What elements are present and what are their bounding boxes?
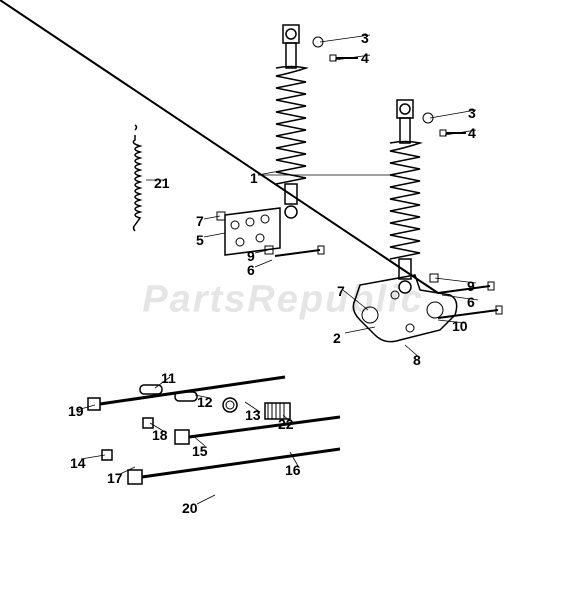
callout-11: 11 — [161, 370, 176, 386]
shock-absorber-left — [276, 25, 306, 218]
diagram-svg — [0, 0, 566, 600]
bracket-right — [353, 275, 456, 342]
callout-10: 10 — [452, 318, 468, 334]
callout-9: 9 — [247, 248, 255, 264]
callout-21: 21 — [154, 175, 170, 191]
callout-1: 1 — [250, 170, 258, 186]
callout-7: 7 — [337, 283, 345, 299]
callout-18: 18 — [152, 427, 168, 443]
callout-5: 5 — [196, 232, 204, 248]
callout-12: 12 — [197, 394, 213, 410]
spring-21 — [133, 125, 140, 231]
callout-9: 9 — [467, 278, 475, 294]
parts-diagram: PartsRepublic — [0, 0, 566, 600]
callout-8: 8 — [413, 352, 421, 368]
callout-3: 3 — [468, 105, 476, 121]
long-bolt-20 — [128, 449, 340, 484]
long-bolt-19 — [88, 377, 285, 410]
callout-16: 16 — [285, 462, 301, 478]
callout-22: 22 — [278, 416, 294, 432]
callout-7: 7 — [196, 213, 204, 229]
callout-19: 19 — [68, 403, 84, 419]
callout-6: 6 — [467, 294, 475, 310]
callout-4: 4 — [468, 125, 476, 141]
callout-14: 14 — [70, 455, 86, 471]
callout-15: 15 — [192, 443, 208, 459]
callout-2: 2 — [333, 330, 341, 346]
callout-6: 6 — [247, 262, 255, 278]
callout-20: 20 — [182, 500, 198, 516]
leader-lines — [77, 35, 478, 504]
callout-13: 13 — [245, 407, 261, 423]
callout-4: 4 — [361, 50, 369, 66]
callout-17: 17 — [107, 470, 123, 486]
callout-3: 3 — [361, 30, 369, 46]
